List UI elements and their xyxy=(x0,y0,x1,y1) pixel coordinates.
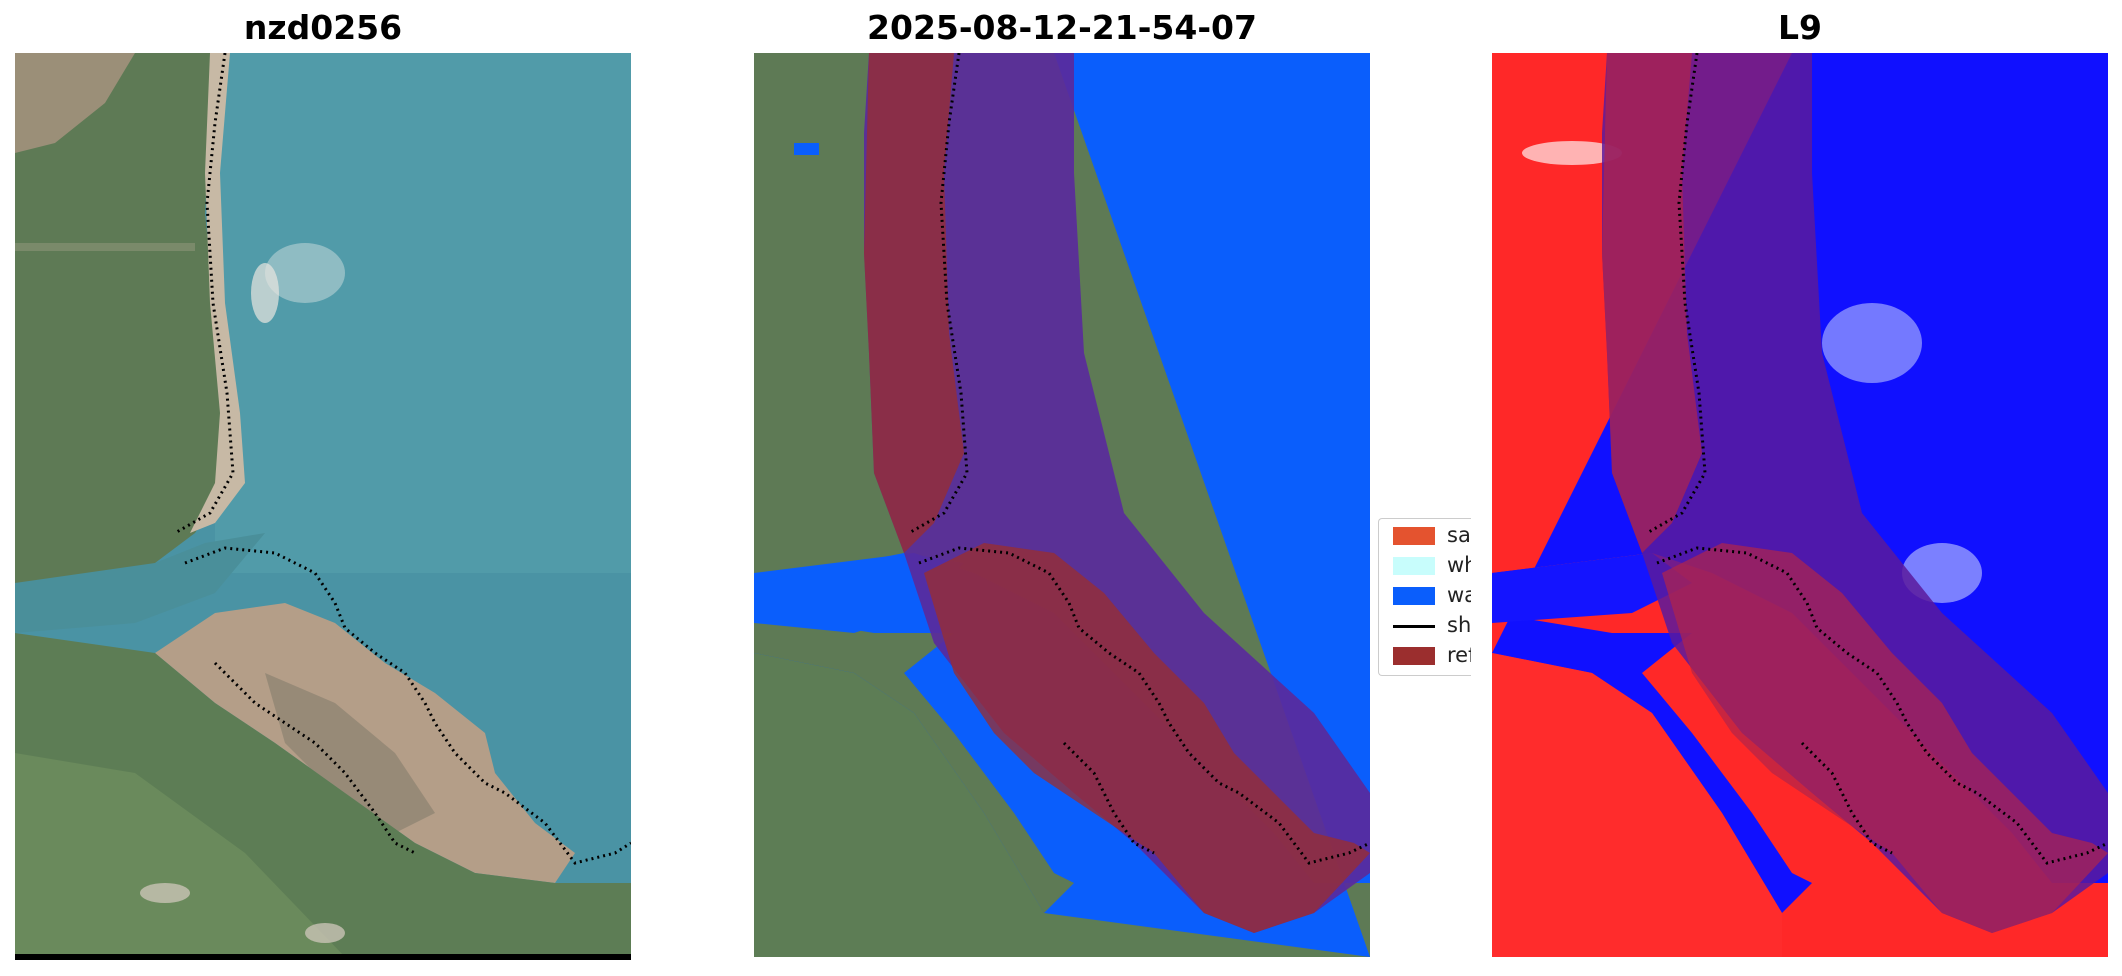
legend-swatch-water xyxy=(1393,587,1435,605)
classification-image xyxy=(754,53,1370,957)
rgb-image xyxy=(15,53,631,957)
index-map-panel xyxy=(1492,53,2108,957)
legend-label-reference: refer xyxy=(1447,643,1471,667)
legend-line-shoreline xyxy=(1393,625,1435,628)
legend-label-white-water: whit xyxy=(1447,553,1471,577)
legend-item-shoreline: shore xyxy=(1387,613,1471,637)
axis-bottom-edge xyxy=(15,954,631,960)
panel-title-2: 2025-08-12-21-54-07 xyxy=(867,8,1257,47)
legend-item-water: wate xyxy=(1387,583,1471,607)
panel-title-1: nzd0256 xyxy=(243,8,403,47)
legend-swatch-reference xyxy=(1393,647,1435,665)
legend-item-reference: refer xyxy=(1387,643,1471,667)
index-map-image xyxy=(1492,53,2108,957)
legend-item-sand: sand xyxy=(1387,523,1471,547)
legend-swatch-sand xyxy=(1393,527,1435,545)
legend: sand whit wate shore refer xyxy=(1378,518,1471,676)
rgb-image-panel xyxy=(15,53,631,957)
legend-swatch-white-water xyxy=(1393,557,1435,575)
classification-panel xyxy=(754,53,1370,957)
legend-item-white-water: whit xyxy=(1387,553,1471,577)
legend-label-shoreline: shore xyxy=(1447,613,1471,637)
legend-label-sand: sand xyxy=(1447,523,1471,547)
legend-label-water: wate xyxy=(1447,583,1471,607)
panel-title-3: L9 xyxy=(1778,8,1822,47)
